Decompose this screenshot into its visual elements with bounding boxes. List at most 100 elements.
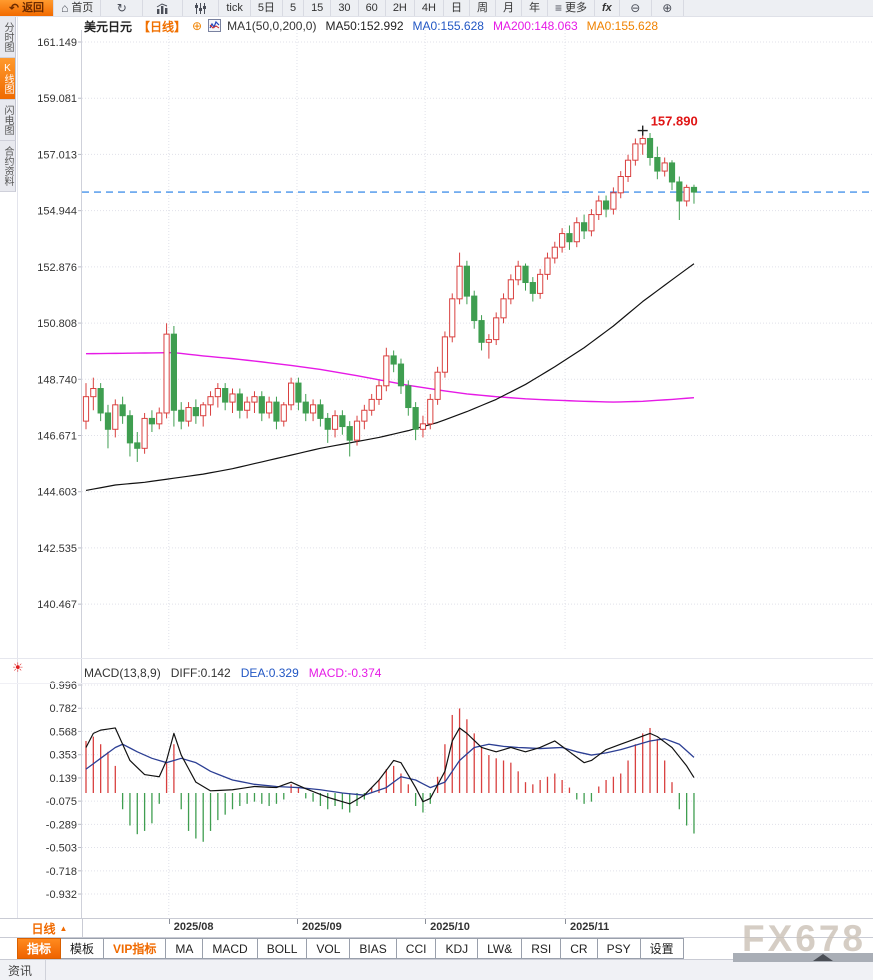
price-tick-label: 150.808 (37, 318, 77, 330)
zoom-in-button[interactable]: ⊕ (652, 0, 684, 16)
candle (266, 396, 273, 419)
indicator-tab-LW&[interactable]: LW& (478, 938, 523, 959)
timeframe-button-月[interactable]: 月 (496, 0, 522, 16)
timeframe-button-日[interactable]: 日 (444, 0, 470, 16)
candle (573, 217, 580, 248)
sidebar-tab-闪电图[interactable]: 闪电图 (0, 100, 16, 141)
news-tab[interactable]: 资讯 (0, 960, 46, 980)
indicator-tab-BIAS[interactable]: BIAS (350, 938, 397, 959)
candle (624, 154, 632, 182)
diff-line (85, 727, 695, 805)
fx-button[interactable]: fx (595, 0, 620, 16)
candle (251, 391, 258, 413)
refresh-button[interactable]: ↻ (101, 0, 144, 16)
time-axis-tick (168, 919, 170, 924)
timeframe-button-tick[interactable]: tick (219, 0, 251, 16)
macd-tick-label: 0.782 (49, 703, 77, 715)
indicator-tab-VIP指标[interactable]: VIP指标 (104, 938, 167, 959)
macd-tick-label: -0.075 (46, 796, 77, 808)
indicator-tab-指标[interactable]: 指标 (17, 938, 62, 959)
candle (463, 260, 470, 305)
timeframe-button-5日[interactable]: 5日 (251, 0, 283, 16)
macd-value-2: DEA:0.329 (240, 666, 299, 680)
candle (148, 410, 156, 433)
back-button[interactable]: ↶ 返回 (0, 0, 55, 16)
candle (141, 412, 148, 454)
sidebar-tab-分时图[interactable]: 分时图 (0, 17, 16, 58)
candle (126, 410, 134, 457)
macd-settings-sun-icon[interactable]: ☀ (12, 660, 24, 675)
candle (258, 391, 265, 422)
timeframe-button-15[interactable]: 15 (304, 0, 332, 16)
timeframe-button-2H[interactable]: 2H (386, 0, 415, 16)
indicator-tab-RSI[interactable]: RSI (522, 938, 562, 959)
home-icon: ⌂ (61, 1, 69, 15)
indicator-sliders-button[interactable] (183, 0, 220, 16)
macd-tick-label: 0.568 (49, 726, 77, 738)
candle (353, 415, 361, 446)
time-axis-tick (565, 919, 567, 924)
indicator-tab-CR[interactable]: CR (561, 938, 598, 959)
time-axis-label: 2025/10 (430, 921, 470, 933)
indicator-tab-设置[interactable]: 设置 (640, 938, 684, 959)
candle (119, 396, 126, 424)
candle (412, 402, 419, 441)
candle (493, 312, 500, 346)
candle (507, 274, 514, 305)
refresh-icon: ↻ (116, 1, 127, 15)
indicator-tab-MACD[interactable]: MACD (203, 938, 258, 959)
home-button[interactable]: ⌂ 首页 (54, 0, 102, 16)
candle (346, 421, 353, 457)
candle (588, 209, 595, 237)
candle (339, 410, 346, 435)
timeframe-button-周[interactable]: 周 (470, 0, 496, 16)
indicator-tab-MA[interactable]: MA (166, 938, 204, 959)
candle (690, 184, 698, 204)
left-rail-divider (17, 17, 18, 959)
indicator-tab-模板[interactable]: 模板 (61, 938, 105, 959)
timeframe-button-60[interactable]: 60 (359, 0, 386, 16)
zoom-out-button[interactable]: ⊖ (620, 0, 652, 16)
sidebar-tab-合约资料[interactable]: 合约资料 (0, 141, 16, 192)
price-tick-label: 157.013 (37, 149, 77, 161)
candle (610, 187, 617, 215)
mini-chart-icon[interactable] (208, 19, 222, 32)
add-indicator-icon[interactable]: ⊕ (192, 19, 203, 33)
ma50-line (85, 263, 695, 492)
period-selector[interactable]: 日线 ▲ (17, 919, 83, 937)
candle (244, 396, 251, 419)
candle (449, 293, 456, 343)
horizontal-scrollbar[interactable] (733, 953, 873, 962)
macd-tick-label: 0.139 (49, 773, 77, 785)
candle (104, 404, 112, 449)
candle (295, 377, 302, 411)
timeframe-button-4H[interactable]: 4H (415, 0, 444, 16)
toolbar: ↶ 返回 ⌂ 首页 ↻ tick 5日 5 15 30 60 2H 4H 日周月年 ≡ 更多 f… (0, 0, 873, 17)
candle (207, 391, 214, 416)
timeframe-button-5[interactable]: 5 (283, 0, 305, 16)
macd-tick-label: 0.353 (49, 750, 77, 762)
candle (273, 396, 280, 430)
more-button[interactable]: ≡ 更多 (548, 0, 595, 16)
timeframe-button-年[interactable]: 年 (522, 0, 548, 16)
peak-price-label: 157.890 (651, 114, 698, 129)
candle (595, 195, 602, 221)
indicator-tab-PSY[interactable]: PSY (597, 938, 641, 959)
candle (317, 399, 324, 427)
period-selector-label: 日线 (31, 921, 56, 936)
indicator-tab-CCI[interactable]: CCI (396, 938, 437, 959)
chart-stats-button[interactable] (143, 0, 184, 16)
time-axis-tick (296, 919, 298, 924)
macd-tick-label: -0.932 (46, 889, 77, 901)
candle (214, 383, 221, 408)
timeframe-button-30[interactable]: 30 (331, 0, 359, 16)
news-label: 资讯 (8, 963, 33, 978)
candle (522, 263, 529, 291)
home-label: 首页 (71, 2, 94, 14)
sidebar-tab-K线图[interactable]: K线图 (0, 58, 16, 100)
indicator-tab-BOLL[interactable]: BOLL (257, 938, 308, 959)
indicator-tab-KDJ[interactable]: KDJ (436, 938, 479, 959)
indicator-tab-VOL[interactable]: VOL (307, 938, 351, 959)
time-axis-label: 2025/11 (570, 921, 610, 933)
